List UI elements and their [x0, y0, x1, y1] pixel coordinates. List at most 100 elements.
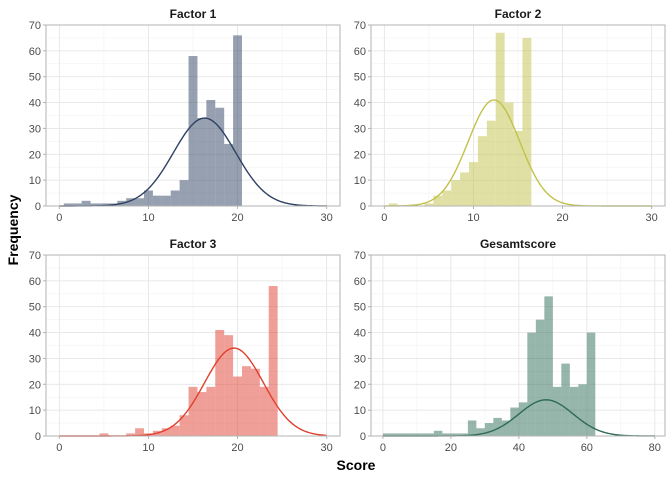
panel-border — [370, 24, 666, 207]
histogram-bar — [416, 433, 426, 436]
histogram-bar — [224, 335, 234, 436]
histogram-bar — [424, 203, 434, 206]
histogram-bar — [188, 56, 198, 207]
y-tick-label: 40 — [29, 328, 41, 340]
y-tick-label: 40 — [354, 98, 366, 110]
histogram-bar — [433, 195, 443, 206]
y-tick-label: 50 — [29, 302, 41, 314]
histogram-bar — [135, 428, 144, 436]
histogram-bar — [484, 423, 494, 436]
histogram-bar — [451, 180, 461, 206]
histogram-bar — [510, 407, 519, 436]
histogram-bar — [215, 107, 225, 206]
panel-0: 0 10 20 30 40 50 60 70 0 10 20 30 Factor 1 — [29, 7, 341, 224]
histogram-bar — [382, 433, 392, 436]
x-tick-label: 0 — [56, 442, 62, 454]
y-tick-label: 50 — [354, 302, 366, 314]
histogram-bar — [197, 118, 207, 206]
histogram-bar — [63, 203, 73, 206]
y-tick-label: 20 — [29, 379, 41, 391]
panel-border — [45, 24, 341, 207]
histogram-bar — [72, 203, 82, 206]
histogram-bar — [99, 433, 109, 436]
histogram-bar — [486, 120, 496, 206]
x-tick-label: 10 — [142, 442, 154, 454]
y-tick-label: 60 — [29, 276, 41, 288]
histogram-bar — [152, 195, 162, 206]
histogram-bar — [460, 172, 469, 206]
histogram-bar — [233, 376, 242, 436]
histogram-bar — [522, 37, 532, 206]
y-tick-label: 0 — [35, 201, 41, 213]
panel-title: Factor 1 — [170, 7, 217, 21]
y-tick-label: 10 — [29, 405, 41, 417]
panel-1: 0 10 20 30 40 50 60 70 0 10 20 30 Factor 2 — [354, 7, 666, 224]
y-tick-label: 70 — [354, 250, 366, 262]
panel-border — [45, 254, 341, 437]
histogram-bar — [535, 319, 545, 436]
y-tick-label: 50 — [29, 72, 41, 84]
histogram-bar — [179, 415, 189, 436]
histogram-bar — [161, 195, 171, 206]
histogram-bar — [504, 102, 514, 206]
histogram-bar — [569, 386, 579, 436]
x-tick-label: 30 — [321, 442, 333, 454]
y-tick-label: 30 — [29, 353, 41, 365]
panel-border — [370, 254, 666, 437]
histogram-bar — [544, 296, 553, 436]
histogram-bar — [161, 428, 171, 436]
x-tick-label: 10 — [467, 212, 479, 224]
histogram-bar — [408, 433, 417, 436]
histogram-bar — [135, 198, 144, 206]
x-tick-label: 0 — [56, 212, 62, 224]
y-tick-label: 30 — [354, 123, 366, 135]
y-tick-label: 10 — [354, 405, 366, 417]
x-tick-label: 20 — [231, 442, 243, 454]
y-tick-label: 30 — [29, 123, 41, 135]
y-tick-label: 60 — [29, 46, 41, 58]
y-tick-label: 0 — [360, 431, 366, 443]
histogram-bar — [527, 332, 536, 436]
x-tick-label: 0 — [380, 442, 386, 454]
histogram-bar — [501, 420, 511, 436]
y-tick-label: 10 — [29, 175, 41, 187]
y-tick-label: 20 — [29, 149, 41, 161]
histogram-bar — [206, 386, 216, 436]
histogram-bar — [469, 162, 478, 206]
histogram-bar — [391, 433, 400, 436]
histogram-bar — [578, 384, 587, 436]
y-tick-label: 70 — [29, 250, 41, 262]
y-tick-label: 30 — [354, 353, 366, 365]
x-tick-label: 0 — [381, 212, 387, 224]
x-tick-label: 60 — [581, 442, 593, 454]
histogram-bar — [197, 392, 207, 436]
histogram-bar — [561, 363, 570, 436]
y-tick-label: 20 — [354, 149, 366, 161]
histogram-bar — [450, 433, 460, 436]
histogram-bar — [477, 136, 487, 206]
y-tick-label: 10 — [354, 175, 366, 187]
histogram-bar — [144, 190, 153, 206]
histogram-bar — [442, 190, 452, 206]
histogram-bar — [388, 203, 398, 206]
panel-3: 0 10 20 30 40 50 60 70 0 20 40 60 80 Gesamtscore — [354, 237, 666, 454]
histogram-bar — [242, 366, 251, 436]
histogram-bar — [493, 417, 502, 436]
x-tick-label: 30 — [321, 212, 333, 224]
panels-layer: 0 10 20 30 40 50 60 70 0 10 20 30 Factor 1 0 10 20 30 40 5… — [29, 7, 666, 454]
histogram-bar — [170, 190, 180, 206]
y-tick-label: 60 — [354, 276, 366, 288]
x-tick-label: 30 — [646, 212, 658, 224]
histogram-bar — [268, 286, 278, 436]
y-tick-label: 50 — [354, 72, 366, 84]
histogram-bar — [442, 433, 451, 436]
y-tick-label: 70 — [29, 20, 41, 32]
histogram-bar — [126, 433, 136, 436]
histogram-bar — [81, 200, 91, 206]
y-tick-label: 60 — [354, 46, 366, 58]
y-axis-title: Frequency — [5, 194, 21, 265]
panel-title: Factor 2 — [495, 7, 542, 21]
x-tick-label: 40 — [513, 442, 525, 454]
histogram-bar — [90, 203, 100, 206]
